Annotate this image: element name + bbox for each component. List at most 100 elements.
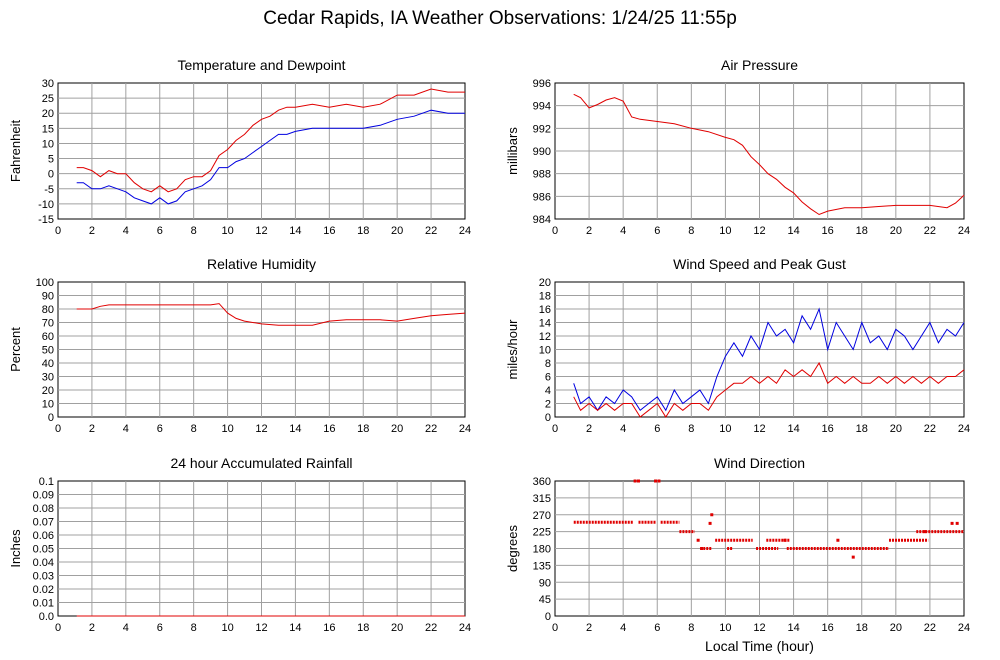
y-tick-label: 6 [545, 372, 551, 384]
y-tick-label: 60 [42, 331, 54, 343]
x-tick-label: 0 [55, 423, 61, 435]
y-tick-label: 986 [533, 191, 551, 203]
x-tick-label: 12 [255, 622, 267, 634]
y-tick-label: 270 [533, 510, 551, 522]
y-tick-label: 2 [545, 399, 551, 411]
x-axis-label: Local Time (hour) [705, 638, 814, 654]
y-tick-label: 70 [42, 318, 54, 330]
x-tick-label: 12 [255, 423, 267, 435]
x-tick-label: 2 [89, 225, 95, 237]
y-tick-label: 18 [539, 291, 551, 303]
x-tick-label: 10 [221, 423, 233, 435]
x-tick-label: 2 [89, 622, 95, 634]
x-tick-label: 20 [391, 622, 403, 634]
series-line-0 [76, 303, 466, 326]
x-tick-label: 22 [924, 622, 936, 634]
y-tick-label: 0.04 [33, 557, 54, 569]
direction-point [950, 521, 954, 525]
x-tick-label: 0 [552, 622, 558, 634]
x-tick-label: 22 [924, 423, 936, 435]
chart-title: Relative Humidity [207, 256, 316, 272]
x-tick-label: 18 [357, 423, 369, 435]
y-tick-label: 30 [42, 372, 54, 384]
y-axis-label: Fahrenheit [8, 120, 23, 183]
y-tick-label: 50 [42, 345, 54, 357]
x-tick-label: 24 [958, 225, 970, 237]
x-tick-label: 18 [357, 622, 369, 634]
x-tick-label: 2 [89, 423, 95, 435]
x-tick-label: 14 [289, 622, 301, 634]
x-tick-label: 10 [719, 622, 731, 634]
x-tick-label: 10 [221, 225, 233, 237]
y-tick-label: 14 [539, 318, 551, 330]
x-tick-label: 4 [123, 423, 129, 435]
x-tick-label: 16 [323, 622, 335, 634]
direction-point [696, 538, 700, 542]
x-tick-label: 2 [586, 622, 592, 634]
y-tick-label: -5 [44, 184, 54, 196]
y-tick-label: 994 [533, 101, 551, 113]
y-tick-label: 10 [42, 138, 54, 150]
y-tick-label: 0.1 [39, 476, 54, 488]
y-tick-label: 0.07 [33, 517, 54, 529]
series-line-1 [573, 361, 965, 418]
direction-point [851, 555, 855, 559]
x-tick-label: 24 [958, 423, 970, 435]
x-tick-label: 18 [357, 225, 369, 237]
direction-point [783, 538, 787, 542]
x-tick-label: 20 [890, 622, 902, 634]
chart-5: 0 2 4 6 8 10 12 14 16 18 20 22 240459013518022527031… [505, 455, 970, 654]
y-tick-label: 20 [42, 385, 54, 397]
chart-3: 0 2 4 6 8 10 12 14 16 18 20 22 2402468101214161820Wi… [505, 256, 970, 435]
x-tick-label: 18 [856, 622, 868, 634]
direction-point [657, 479, 661, 483]
x-tick-label: 22 [425, 423, 437, 435]
y-tick-label: 100 [36, 277, 54, 289]
y-tick-label: 0.03 [33, 571, 54, 583]
chart-2: 0 2 4 6 8 10 12 14 16 18 20 22 240102030405060708090… [8, 256, 471, 435]
y-tick-label: 20 [42, 108, 54, 120]
x-tick-label: 2 [586, 225, 592, 237]
direction-point [836, 538, 840, 542]
x-tick-label: 16 [822, 423, 834, 435]
y-tick-label: 8 [545, 358, 551, 370]
direction-point [710, 513, 714, 517]
x-tick-label: 20 [391, 225, 403, 237]
x-tick-label: 14 [787, 622, 799, 634]
direction-point [637, 479, 641, 483]
x-tick-label: 8 [191, 423, 197, 435]
x-tick-label: 10 [719, 225, 731, 237]
y-tick-label: 0.06 [33, 530, 54, 542]
x-tick-label: 4 [620, 225, 626, 237]
y-tick-label: 225 [533, 527, 551, 539]
x-tick-label: 24 [459, 622, 471, 634]
direction-point [633, 479, 637, 483]
x-tick-label: 18 [856, 225, 868, 237]
y-tick-label: 0 [545, 611, 551, 623]
x-tick-label: 4 [123, 622, 129, 634]
x-tick-label: 10 [719, 423, 731, 435]
x-tick-label: 6 [157, 423, 163, 435]
y-tick-label: 30 [42, 78, 54, 90]
direction-point [955, 521, 959, 525]
x-tick-label: 2 [586, 423, 592, 435]
y-tick-label: 0.09 [33, 490, 54, 502]
x-tick-label: 14 [787, 423, 799, 435]
y-tick-label: 0.02 [33, 584, 54, 596]
y-tick-label: 40 [42, 358, 54, 370]
y-tick-label: 15 [42, 123, 54, 135]
y-tick-label: -15 [38, 214, 54, 226]
y-tick-label: 25 [42, 93, 54, 105]
y-tick-label: 984 [533, 214, 551, 226]
x-tick-label: 12 [753, 423, 765, 435]
y-tick-label: 992 [533, 123, 551, 135]
x-tick-label: 0 [55, 225, 61, 237]
x-tick-label: 24 [459, 423, 471, 435]
y-tick-label: 80 [42, 304, 54, 316]
x-tick-label: 22 [924, 225, 936, 237]
x-tick-label: 16 [822, 225, 834, 237]
x-tick-label: 8 [191, 622, 197, 634]
x-tick-label: 6 [654, 622, 660, 634]
x-tick-label: 16 [323, 225, 335, 237]
y-axis-label: degrees [505, 525, 520, 572]
